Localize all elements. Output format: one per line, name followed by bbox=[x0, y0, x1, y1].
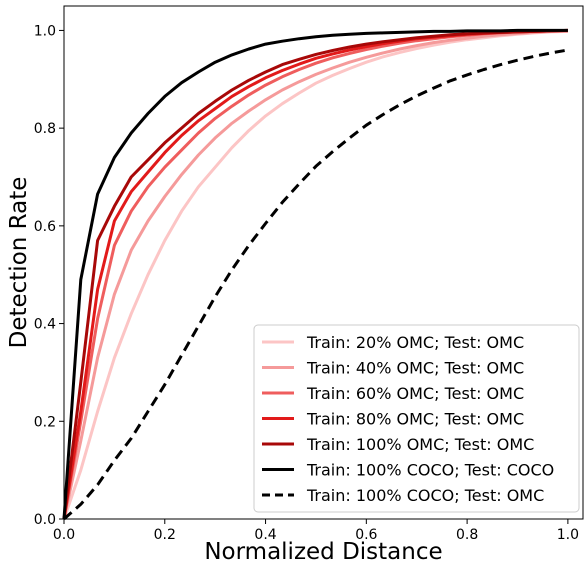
x-tick-label: 0.6 bbox=[355, 527, 377, 543]
x-axis-label: Normalized Distance bbox=[204, 539, 442, 565]
series-line-2 bbox=[62, 29, 568, 520]
series-line-5 bbox=[62, 28, 568, 520]
ticks-layer: 0.0 0.2 0.4 0.6 0.8 1.0 0.0 0.2 0.4 0.6 0.8 1.0 bbox=[34, 23, 579, 543]
y-tick-label: 0.8 bbox=[34, 121, 56, 137]
y-tick-label: 1.0 bbox=[34, 23, 56, 39]
y-axis-label: Detection Rate bbox=[6, 177, 32, 349]
series-layer bbox=[62, 28, 569, 521]
x-tick-label: 0.8 bbox=[456, 527, 478, 543]
legend-label: Train: 100% OMC; Test: OMC bbox=[306, 435, 534, 454]
legend-label: Train: 100% COCO; Test: OMC bbox=[306, 486, 544, 505]
series-line-7 bbox=[63, 48, 569, 521]
x-tick-label: 1.0 bbox=[557, 527, 579, 543]
x-tick-label: 0.4 bbox=[254, 527, 276, 543]
legend-box bbox=[253, 324, 580, 513]
legend-label: Train: 60% OMC; Test: OMC bbox=[306, 384, 524, 403]
legend-label: Train: 20% OMC; Test: OMC bbox=[306, 333, 524, 352]
legend-label: Train: 80% OMC; Test: OMC bbox=[306, 410, 524, 429]
legend: Train: 20% OMC; Test: OMC Train: 40% OMC;… bbox=[253, 324, 580, 513]
y-tick-label: 0.6 bbox=[34, 219, 56, 235]
plot-frame bbox=[63, 5, 584, 520]
series-line-6 bbox=[62, 28, 568, 520]
y-tick-label: 0.2 bbox=[34, 414, 56, 430]
y-tick-label: 0.0 bbox=[34, 512, 56, 528]
legend-label: Train: 100% COCO; Test: COCO bbox=[306, 461, 554, 480]
legend-label: Train: 40% OMC; Test: OMC bbox=[306, 359, 524, 378]
x-tick-label: 0.2 bbox=[154, 527, 176, 543]
x-tick-label: 0.0 bbox=[53, 527, 75, 543]
y-tick-label: 0.4 bbox=[34, 317, 56, 333]
